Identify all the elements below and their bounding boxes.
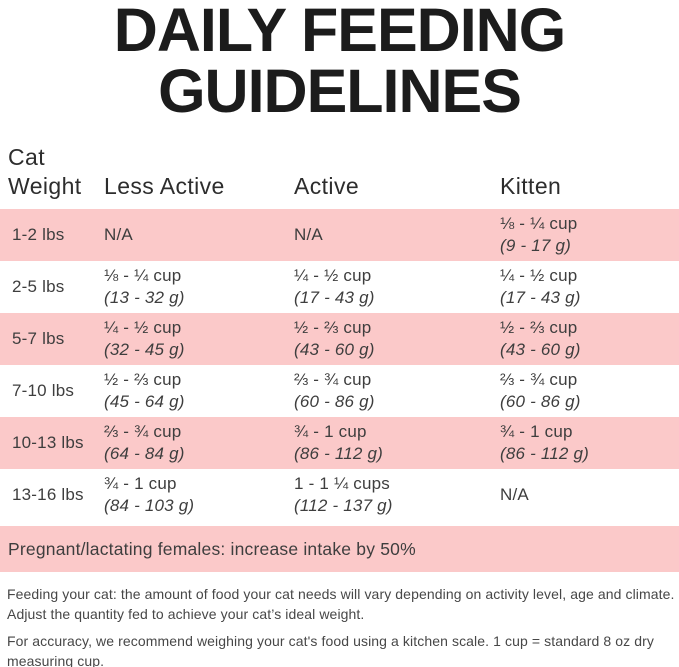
cups-amount: ⅔ - ¾ cup (500, 370, 578, 389)
active-cell: 1 - 1 ¼ cups (112 - 137 g) (294, 473, 500, 517)
cups-amount: ½ - ⅔ cup (500, 318, 578, 337)
cups-amount: N/A (104, 225, 133, 244)
column-header-less-active: Less Active (104, 173, 225, 199)
table-row: 10-13 lbs ⅔ - ¾ cup (64 - 84 g) ¾ - 1 cup (8… (0, 417, 679, 469)
accuracy-footnote: For accuracy, we recommend weighing your… (7, 633, 655, 667)
grams-amount: (9 - 17 g) (500, 236, 571, 255)
cups-amount: ¾ - 1 cup (294, 422, 367, 441)
active-cell: N/A (294, 224, 500, 246)
grams-amount: (13 - 32 g) (104, 288, 185, 307)
feeding-table-body: 1-2 lbs N/A N/A ⅛ - ¼ cup (9 - 17 g) 2-5 lbs ⅛… (0, 209, 679, 521)
grams-amount: (43 - 60 g) (294, 340, 375, 359)
kitten-cell: ¾ - 1 cup (86 - 112 g) (500, 421, 679, 465)
cat-weight-cell: 2-5 lbs (12, 277, 65, 296)
grams-amount: (45 - 64 g) (104, 392, 185, 411)
cups-amount: ⅔ - ¾ cup (104, 422, 182, 441)
cups-amount: ¼ - ½ cup (294, 266, 372, 285)
column-header-active: Active (294, 173, 360, 199)
page-title: DAILY FEEDING GUIDELINES (0, 0, 679, 122)
cups-amount: ¾ - 1 cup (500, 422, 573, 441)
active-cell: ½ - ⅔ cup (43 - 60 g) (294, 317, 500, 361)
feeding-footnote: Feeding your cat: the amount of food you… (7, 586, 675, 622)
kitten-cell: ½ - ⅔ cup (43 - 60 g) (500, 317, 679, 361)
grams-amount: (84 - 103 g) (104, 496, 195, 515)
cups-amount: ⅛ - ¼ cup (500, 214, 578, 233)
header-weight-line: Weight (8, 173, 82, 199)
cups-amount: ⅛ - ¼ cup (104, 266, 182, 285)
active-cell: ⅔ - ¾ cup (60 - 86 g) (294, 369, 500, 413)
less-active-cell: ¾ - 1 cup (84 - 103 g) (104, 473, 294, 517)
cups-amount: ¾ - 1 cup (104, 474, 177, 493)
cat-weight-cell: 7-10 lbs (12, 381, 75, 400)
header-cat-line: Cat (8, 144, 45, 170)
table-row: 7-10 lbs ½ - ⅔ cup (45 - 64 g) ⅔ - ¾ cup (60… (0, 365, 679, 417)
grams-amount: (32 - 45 g) (104, 340, 185, 359)
active-cell: ¼ - ½ cup (17 - 43 g) (294, 265, 500, 309)
cat-weight-cell: 1-2 lbs (12, 225, 65, 244)
table-row: 2-5 lbs ⅛ - ¼ cup (13 - 32 g) ¼ - ½ cup (17 … (0, 261, 679, 313)
less-active-cell: ½ - ⅔ cup (45 - 64 g) (104, 369, 294, 413)
active-cell: ¾ - 1 cup (86 - 112 g) (294, 421, 500, 465)
less-active-cell: N/A (104, 224, 294, 246)
cat-weight-cell: 5-7 lbs (12, 329, 65, 348)
cat-weight-cell: 13-16 lbs (12, 485, 84, 504)
cups-amount: ⅔ - ¾ cup (294, 370, 372, 389)
table-row: 1-2 lbs N/A N/A ⅛ - ¼ cup (9 - 17 g) (0, 209, 679, 261)
cups-amount: 1 - 1 ¼ cups (294, 474, 390, 493)
page-title-line2: GUIDELINES (158, 57, 522, 125)
grams-amount: (43 - 60 g) (500, 340, 581, 359)
cups-amount: ¼ - ½ cup (104, 318, 182, 337)
table-row: 5-7 lbs ¼ - ½ cup (32 - 45 g) ½ - ⅔ cup (43 … (0, 313, 679, 365)
kitten-cell: N/A (500, 484, 679, 506)
table-header: Cat Weight Less Active Active Kitten (0, 143, 679, 201)
column-header-kitten: Kitten (500, 173, 562, 199)
column-header-cat-weight: Cat Weight (8, 143, 104, 201)
grams-amount: (112 - 137 g) (294, 496, 393, 515)
pregnant-note-banner: Pregnant/lactating females: increase int… (0, 526, 679, 572)
grams-amount: (17 - 43 g) (500, 288, 581, 307)
less-active-cell: ⅔ - ¾ cup (64 - 84 g) (104, 421, 294, 465)
kitten-cell: ¼ - ½ cup (17 - 43 g) (500, 265, 679, 309)
less-active-cell: ¼ - ½ cup (32 - 45 g) (104, 317, 294, 361)
grams-amount: (60 - 86 g) (500, 392, 581, 411)
kitten-cell: ⅛ - ¼ cup (9 - 17 g) (500, 213, 679, 257)
table-row: 13-16 lbs ¾ - 1 cup (84 - 103 g) 1 - 1 ¼ cu… (0, 469, 679, 521)
grams-amount: (60 - 86 g) (294, 392, 375, 411)
cups-amount: N/A (500, 485, 529, 504)
grams-amount: (64 - 84 g) (104, 444, 185, 463)
grams-amount: (86 - 112 g) (294, 444, 384, 463)
kitten-cell: ⅔ - ¾ cup (60 - 86 g) (500, 369, 679, 413)
less-active-cell: ⅛ - ¼ cup (13 - 32 g) (104, 265, 294, 309)
pregnant-note-text: Pregnant/lactating females: increase int… (8, 538, 416, 559)
cat-weight-cell: 10-13 lbs (12, 433, 84, 452)
cups-amount: ½ - ⅔ cup (104, 370, 182, 389)
grams-amount: (86 - 112 g) (500, 444, 590, 463)
cups-amount: N/A (294, 225, 323, 244)
cups-amount: ½ - ⅔ cup (294, 318, 372, 337)
page-title-line1: DAILY FEEDING (113, 0, 566, 64)
cups-amount: ¼ - ½ cup (500, 266, 578, 285)
grams-amount: (17 - 43 g) (294, 288, 375, 307)
